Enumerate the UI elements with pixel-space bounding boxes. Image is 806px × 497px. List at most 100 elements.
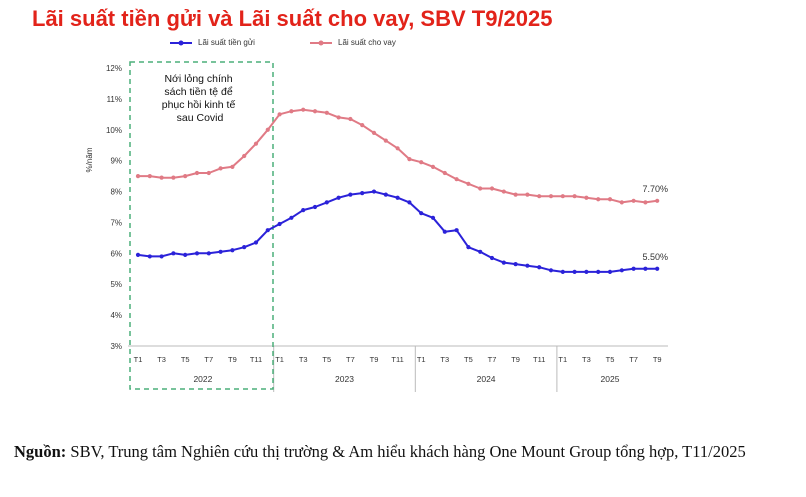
y-tick-label: 6%: [110, 249, 122, 258]
lending-point: [442, 170, 447, 176]
x-year-label: 2024: [477, 374, 496, 384]
y-tick-label: 8%: [110, 188, 122, 197]
lending-point: [194, 170, 200, 176]
deposit-point: [442, 229, 447, 234]
deposit-point: [230, 248, 235, 253]
deposit-point: [277, 221, 282, 227]
lending-point: [407, 157, 412, 162]
deposit-point: [501, 260, 506, 265]
lending-point: [348, 116, 353, 122]
deposit-point: [135, 252, 141, 257]
deposit-point: [253, 240, 259, 245]
x-tick-label: T3: [157, 355, 166, 364]
x-tick-label: T7: [346, 355, 355, 364]
x-tick-label: T11: [391, 355, 403, 364]
lending-point: [419, 160, 424, 165]
annotation-box: Nới lỏng chính sách tiền tệ để phục hồi …: [129, 61, 274, 390]
deposit-point: [171, 251, 176, 256]
deposit-point: [194, 251, 200, 256]
deposit-point: [147, 254, 152, 259]
lending-point: [596, 197, 601, 202]
deposit-point: [619, 268, 624, 273]
deposit-point: [348, 192, 353, 197]
x-tick-label: T5: [322, 355, 331, 364]
deposit-point: [454, 228, 459, 233]
lending-point: [371, 130, 377, 135]
source-text: SBV, Trung tâm Nghiên cứu thị trường & A…: [70, 442, 746, 461]
source-note: Nguồn: SBV, Trung tâm Nghiên cứu thị trư…: [14, 440, 794, 464]
x-tick-label: T3: [582, 355, 591, 364]
x-tick-label: T5: [606, 355, 615, 364]
lending-point: [265, 127, 270, 132]
deposit-point: [466, 245, 471, 250]
legend-item-deposit: Lãi suất tiền gửi: [170, 38, 255, 47]
deposit-point: [631, 266, 636, 271]
annotation-line: sau Covid: [177, 112, 224, 124]
lending-point: [312, 109, 318, 114]
lending-point: [183, 174, 188, 179]
lending-point: [324, 110, 329, 115]
line-chart: 3% 4% 5% 6% 7% 8% 9% 10% 11% 12% %/năm T1 T3 T5 T7 T9…: [85, 61, 668, 392]
lending-point: [643, 200, 648, 205]
lending-point: [206, 170, 211, 176]
x-tick-label: T1: [275, 355, 284, 364]
deposit-point: [265, 228, 270, 233]
source-label: Nguồn:: [14, 442, 67, 461]
lending-point: [383, 138, 388, 143]
deposit-point: [407, 200, 412, 205]
lending-point: [171, 175, 176, 180]
y-axis: 3% 4% 5% 6% 7% 8% 9% 10% 11% 12%: [106, 64, 122, 351]
lending-point: [537, 194, 542, 199]
lending-point: [242, 153, 247, 159]
x-tick-label: T9: [228, 355, 237, 364]
lending-point: [277, 112, 282, 117]
deposit-point: [289, 215, 294, 220]
deposit-point: [572, 269, 577, 274]
annotation-line: sách tiền tệ để: [164, 86, 232, 98]
deposit-point: [560, 269, 565, 274]
lending-point: [560, 194, 565, 199]
deposit-point: [548, 268, 554, 273]
lending-point: [631, 198, 636, 203]
y-tick-label: 9%: [110, 157, 122, 166]
deposit-point: [584, 269, 589, 274]
x-tick-label: T7: [204, 355, 213, 364]
deposit-point: [478, 249, 483, 254]
x-tick-label: T3: [299, 355, 308, 364]
series-group: [135, 107, 660, 274]
x-tick-label: T7: [629, 355, 638, 364]
x-year-label: 2025: [601, 374, 620, 384]
deposit-point: [489, 255, 495, 261]
deposit-point: [336, 195, 341, 200]
legend-lending-label: Lãi suất cho vay: [338, 38, 396, 47]
legend-item-lending: Lãi suất cho vay: [310, 38, 396, 47]
deposit-point: [525, 263, 530, 268]
deposit-point: [513, 262, 518, 267]
deposit-point: [183, 252, 188, 257]
lending-point: [430, 164, 436, 169]
deposit-point: [607, 269, 613, 274]
legend-deposit-label: Lãi suất tiền gửi: [198, 38, 255, 47]
lending-point: [572, 194, 577, 199]
deposit-point: [159, 254, 164, 259]
x-tick-label: T1: [134, 355, 143, 364]
deposit-point: [218, 249, 223, 254]
lending-point: [301, 107, 306, 112]
deposit-point: [301, 207, 306, 213]
x-axis: T1 T3 T5 T7 T9 T11 T1 T3 T5 T7 T9 T11 T1 T3 T5 T7 T9 T11 T…: [128, 345, 668, 392]
x-tick-label: T9: [511, 355, 520, 364]
x-tick-label: T9: [370, 355, 379, 364]
lending-point: [466, 181, 471, 186]
deposit-series-line: [137, 190, 658, 273]
x-tick-label: T1: [558, 355, 567, 364]
lending-point: [336, 115, 341, 120]
chart-title: Lãi suất tiền gửi và Lãi suất cho vay, S…: [32, 6, 553, 31]
annotation-dashed-box: [129, 61, 274, 390]
y-tick-label: 12%: [106, 64, 122, 73]
annotation-line: Nới lỏng chính: [164, 73, 232, 85]
lending-point: [525, 192, 530, 197]
deposit-point: [206, 251, 211, 256]
lending-end-label: 7.70%: [642, 184, 668, 194]
deposit-point: [371, 189, 377, 194]
x-tick-label: T5: [181, 355, 190, 364]
